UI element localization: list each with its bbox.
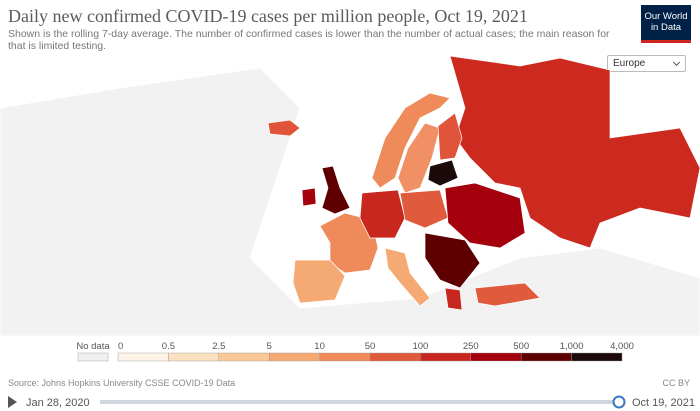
legend-tick-label: 5 <box>267 341 272 352</box>
no-data-swatch <box>77 352 109 362</box>
baltics <box>427 159 459 187</box>
legend-bin <box>571 352 623 362</box>
legend-bin <box>269 352 320 362</box>
germany <box>359 189 406 239</box>
legend-tick-label: 4,000 <box>610 341 634 352</box>
legend-bin <box>319 352 371 362</box>
ireland <box>301 187 317 207</box>
title: Daily new confirmed COVID-19 cases per m… <box>8 6 528 26</box>
legend-tick-label: 1,000 <box>560 341 584 352</box>
timeline-handle[interactable] <box>612 395 626 409</box>
countries <box>0 55 700 336</box>
subtitle: Shown is the rolling 7-day average. The … <box>8 28 610 52</box>
balkans <box>424 232 481 289</box>
legend-bin <box>117 352 169 362</box>
italy <box>384 247 431 307</box>
legend-tick-label: 100 <box>412 341 428 352</box>
spain-portugal <box>292 259 346 304</box>
norway <box>371 92 451 189</box>
legend-tick-label: 0.5 <box>162 341 175 352</box>
background-land <box>0 67 700 336</box>
legend-bin <box>168 352 219 362</box>
legend-bin <box>521 352 572 362</box>
legend-bin <box>218 352 270 362</box>
legend-tick-label: 250 <box>463 341 479 352</box>
logo[interactable]: Our World in Data <box>641 5 691 43</box>
source: Source: Johns Hopkins University CSSE CO… <box>8 378 236 388</box>
legend-tick-label: 10 <box>314 341 325 352</box>
legend-tick-label: 2.5 <box>212 341 225 352</box>
region-dropdown[interactable]: Europe <box>607 55 686 72</box>
russia <box>449 55 700 249</box>
timeline-start: Jan 28, 2020 <box>26 397 90 409</box>
legend-tick-label: 0 <box>118 341 123 352</box>
license[interactable]: CC BY <box>662 378 690 388</box>
poland <box>399 189 449 229</box>
legend-tick-label: 500 <box>513 341 529 352</box>
turkey <box>474 282 541 307</box>
legend: No data 0 0.5 2.5 5 10 50 100 250 500 1,000 4,000 <box>76 341 634 362</box>
no-data-label: No data <box>76 341 110 352</box>
timeline: Jan 28, 2020 Oct 19, 2021 <box>8 395 695 409</box>
legend-bin <box>470 352 522 362</box>
france <box>319 212 379 274</box>
finland <box>437 112 463 161</box>
legend-bin <box>369 352 421 362</box>
eastern-europe <box>444 182 526 249</box>
play-button[interactable] <box>8 396 17 408</box>
map <box>0 55 700 336</box>
greenland-iceland <box>267 119 301 137</box>
legend-tick-label: 50 <box>365 341 376 352</box>
uk <box>321 165 351 215</box>
greece <box>444 287 463 311</box>
timeline-end: Oct 19, 2021 <box>632 397 695 409</box>
legend-bin <box>420 352 471 362</box>
